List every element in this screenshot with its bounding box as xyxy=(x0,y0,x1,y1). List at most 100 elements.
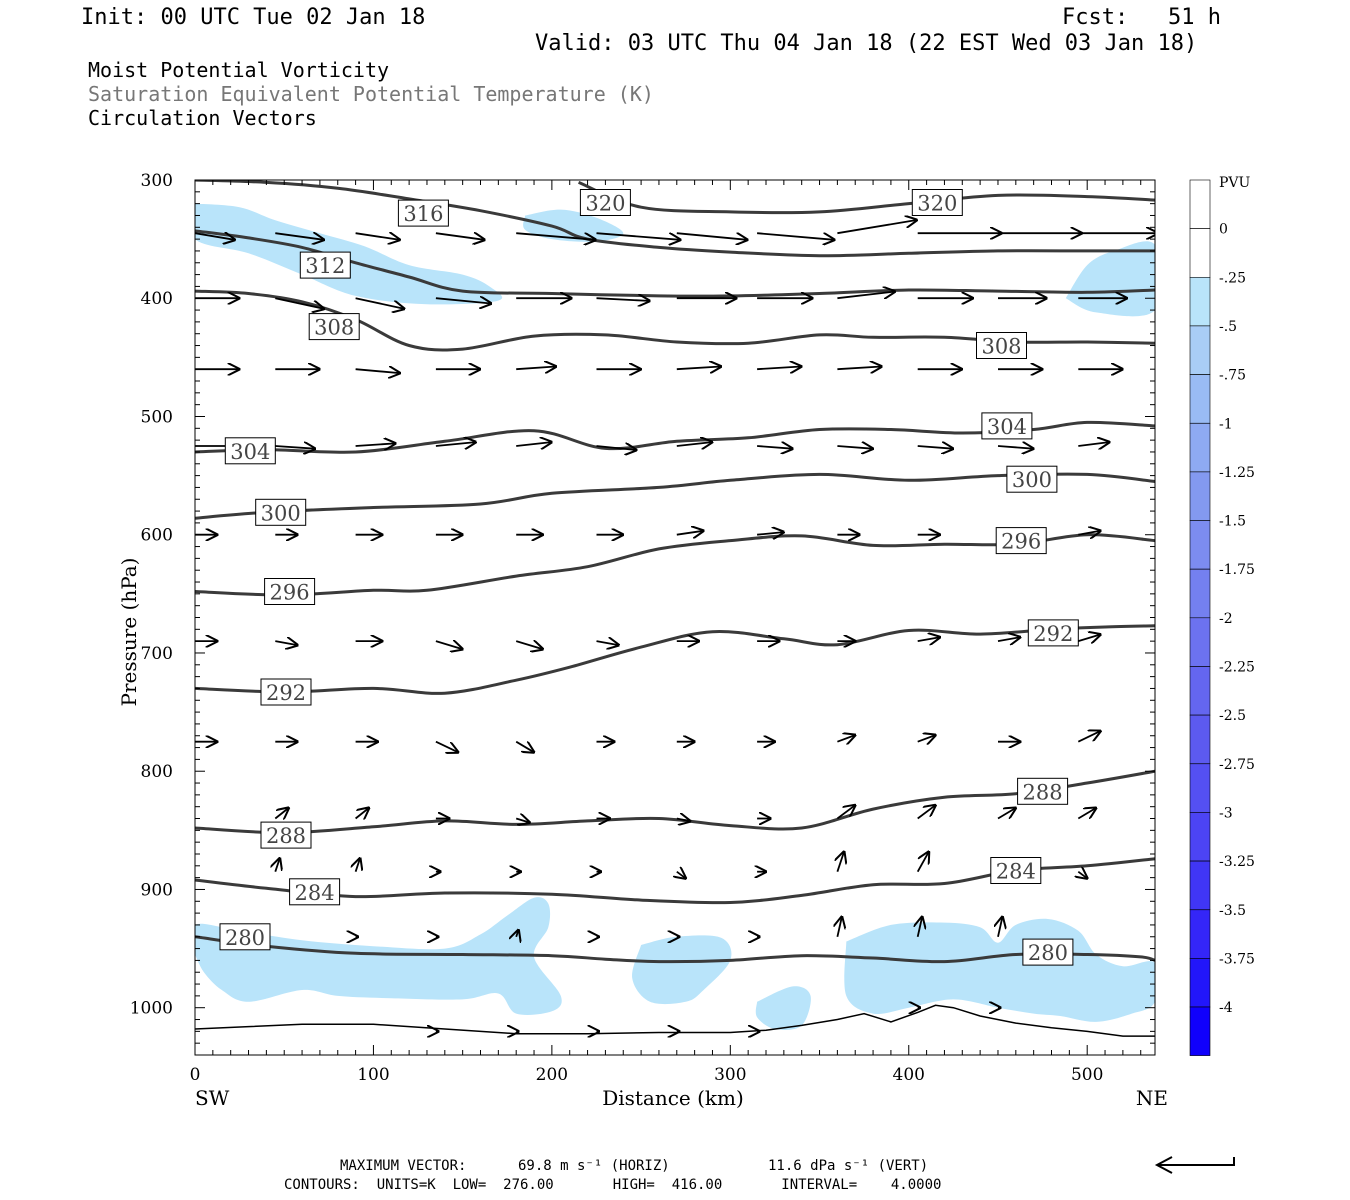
colorbar-swatch xyxy=(1189,909,1211,959)
vector-102 xyxy=(837,852,844,872)
contour-label-box-9 xyxy=(1006,465,1058,493)
vector-94 xyxy=(1077,808,1096,820)
colorbar-swatch xyxy=(1189,763,1211,813)
vector-69 xyxy=(917,637,940,641)
y-tick-label: 900 xyxy=(141,880,173,900)
colorbar-level-label: -.75 xyxy=(1219,368,1246,384)
vector-105 xyxy=(1078,872,1087,879)
colorbar-level-label: -1 xyxy=(1219,416,1233,432)
contour-316 xyxy=(195,180,1155,258)
vector-44 xyxy=(837,446,872,449)
pv-region-2 xyxy=(1065,241,1155,317)
contour-label-box-1 xyxy=(911,189,963,216)
vector-46 xyxy=(997,446,1033,449)
vector-17 xyxy=(596,298,650,301)
contour-label-4: 308 xyxy=(314,316,354,340)
vector-40 xyxy=(516,442,551,446)
contour-label-box-14 xyxy=(260,821,312,849)
contour-292 xyxy=(195,624,1155,695)
colorbar-level-label: -3 xyxy=(1219,805,1233,821)
plot-frame xyxy=(194,179,1156,1056)
contour-label-box-16 xyxy=(289,878,341,906)
vector-39 xyxy=(435,442,476,446)
vector-47 xyxy=(1078,442,1109,446)
colorbar-swatch xyxy=(1189,325,1211,375)
vector-6 xyxy=(676,232,747,240)
vector-96 xyxy=(356,859,360,872)
vector-80 xyxy=(837,735,855,742)
vector-89 xyxy=(676,819,690,822)
contour-label-6: 304 xyxy=(230,440,270,464)
x-tick-label: 500 xyxy=(1071,1065,1103,1085)
contour-label-13: 292 xyxy=(1033,622,1073,646)
contour-label-box-8 xyxy=(255,498,307,526)
vector-8 xyxy=(837,220,916,235)
contour-labels: 320 320 316 312 308 308 304 304 300 300 296 296 292 2… xyxy=(219,189,1079,966)
vector-30 xyxy=(676,367,721,370)
colorbar-level-label: -2.25 xyxy=(1219,660,1255,676)
colorbar-level-label: -1.5 xyxy=(1219,514,1246,530)
ne-end-label: NE xyxy=(1136,1086,1168,1110)
vector-76 xyxy=(515,740,534,753)
x-tick-label: 300 xyxy=(714,1065,746,1085)
vector-64 xyxy=(515,641,542,649)
vector-7 xyxy=(757,232,834,240)
contour-info: CONTOURS: UNITS=K LOW= 276.00 HIGH= 416.… xyxy=(284,1177,942,1193)
axes: 0 100 200 300 400 500 300 400 500 600 700 800 900 100… xyxy=(130,171,1155,1085)
y-tick-label: 500 xyxy=(141,407,173,427)
vector-65 xyxy=(596,641,619,645)
field-title-mpv: Moist Potential Vorticity xyxy=(88,58,390,82)
x-tick-label: 400 xyxy=(893,1065,925,1085)
contour-label-14: 288 xyxy=(266,824,306,848)
pv-region-4 xyxy=(632,935,732,1005)
vector-2 xyxy=(355,233,400,240)
contour-label-box-13 xyxy=(1027,619,1079,647)
vector-32 xyxy=(837,367,881,370)
vector-26 xyxy=(355,369,400,373)
terrain-surface-line xyxy=(195,1004,1155,1037)
contour-label-box-3 xyxy=(299,251,351,279)
vector-14 xyxy=(355,297,404,309)
contour-label-7: 304 xyxy=(987,415,1027,439)
vector-55 xyxy=(757,532,783,535)
vector-28 xyxy=(516,367,556,370)
y-tick-label: 400 xyxy=(141,289,173,309)
contour-label-box-4 xyxy=(308,313,360,341)
contour-label-box-10 xyxy=(264,578,316,605)
contour-label-box-7 xyxy=(981,412,1033,440)
contour-label-18: 280 xyxy=(225,926,265,950)
colorbar-swatch xyxy=(1189,422,1211,473)
max-vector-vert: 11.6 dPa s⁻¹ (VERT) xyxy=(768,1158,929,1174)
max-vector-label: MAXIMUM VECTOR: xyxy=(340,1158,467,1174)
colorbar-level-label: -3.25 xyxy=(1219,854,1255,870)
vector-92 xyxy=(917,805,936,820)
vector-20 xyxy=(837,292,894,299)
contour-label-box-17 xyxy=(990,857,1042,884)
colorbar-level-label: -1.75 xyxy=(1219,562,1255,578)
contour-label-box-6 xyxy=(224,437,276,465)
colorbar-swatch xyxy=(1189,714,1211,764)
contour-label-11: 296 xyxy=(1001,530,1041,554)
vector-70 xyxy=(997,637,1020,641)
colorbar-level-label: -3.5 xyxy=(1219,903,1246,919)
contour-label-5: 308 xyxy=(981,335,1021,359)
colorbar-level-label: -4 xyxy=(1219,1000,1233,1016)
vector-63 xyxy=(435,641,462,649)
y-tick-label: 700 xyxy=(141,644,173,664)
contour-label-17: 284 xyxy=(996,860,1036,884)
contour-label-0: 320 xyxy=(585,192,625,216)
vector-93 xyxy=(997,808,1016,820)
contour-label-16: 284 xyxy=(295,881,335,905)
sw-end-label: SW xyxy=(195,1086,230,1110)
max-vector-horiz: 69.8 m s⁻¹ (HORIZ) xyxy=(518,1158,670,1174)
colorbar-swatch xyxy=(1189,958,1211,1008)
colorbar-swatch xyxy=(1189,374,1211,424)
y-tick-label: 600 xyxy=(141,526,173,546)
colorbar-swatch xyxy=(1189,568,1211,619)
vector-5 xyxy=(596,232,681,240)
contour-288 xyxy=(195,769,1155,835)
vector-75 xyxy=(435,740,458,753)
vector-41 xyxy=(596,446,637,450)
pv-shading xyxy=(195,203,1155,1030)
vector-38 xyxy=(355,443,396,446)
